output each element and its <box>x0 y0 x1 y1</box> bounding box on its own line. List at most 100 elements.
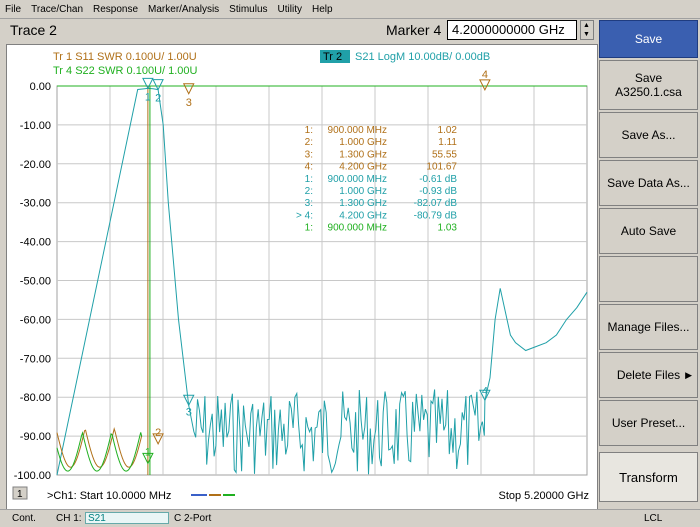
softkey-delete-files[interactable]: Delete Files ▶ <box>599 352 698 398</box>
chart-svg: 0.00 -10.00 -20.00 -30.00 -40.00 -50.00 -60.00… <box>12 50 589 502</box>
y-tick-label: -70.00 <box>20 353 51 365</box>
marker-flag-icon <box>182 83 195 95</box>
marker-flag-label: 2 <box>155 427 161 439</box>
marker-flag-label: 3 <box>186 406 192 418</box>
y-tick-label: -90.00 <box>20 431 51 443</box>
menu-marker-analysis[interactable]: Marker/Analysis <box>148 3 220 15</box>
marker-table-freq: 900.000 MHz <box>328 223 387 234</box>
marker-flag-icon <box>479 389 491 402</box>
softkey-manage-files[interactable]: Manage Files... <box>599 304 698 350</box>
marker-table-num: 3: <box>305 198 313 209</box>
marker-table-value: -0.61 dB <box>419 174 457 185</box>
marker-flag-label: 3 <box>186 97 192 109</box>
menu-response[interactable]: Response <box>93 3 139 15</box>
marker-table-freq: 1.000 GHz <box>339 137 387 148</box>
softkey-auto-save[interactable]: Auto Save <box>599 208 698 254</box>
menu-stimulus[interactable]: Stimulus <box>229 3 268 15</box>
marker-table-value: -0.93 dB <box>419 186 457 197</box>
softkey-save-file[interactable]: Save A3250.1.csa <box>599 60 698 110</box>
marker-table-num: 3: <box>305 149 313 160</box>
spin-up-icon[interactable]: ▲ <box>583 22 590 29</box>
marker-table-value: 1.11 <box>438 137 457 148</box>
marker-table-freq: 1.300 GHz <box>339 149 387 160</box>
softkey-save-data-as[interactable]: Save Data As... <box>599 160 698 206</box>
softkey-save-as[interactable]: Save As... <box>599 112 698 158</box>
stop-frequency-label: Stop 5.20000 GHz <box>498 490 589 502</box>
marker-flag-label: 1 <box>145 91 151 103</box>
softkey-transform[interactable]: Transform <box>599 452 698 502</box>
softkey-label: Delete Files <box>616 368 681 382</box>
softkey-blank[interactable] <box>599 256 698 302</box>
marker-flag-label: 2 <box>155 93 161 105</box>
marker-table-num: 1: <box>305 125 313 136</box>
menu-help[interactable]: Help <box>311 3 333 15</box>
softkey-save-active[interactable]: Save <box>599 20 698 58</box>
marker-table-freq: 900.000 MHz <box>328 125 387 136</box>
marker-table-value: -82.07 dB <box>414 198 458 209</box>
trace-2-legend: S21 LogM 10.00dB/ 0.00dB <box>355 51 490 63</box>
marker-flag-icon <box>142 452 154 465</box>
softkey-label: Save <box>634 71 663 85</box>
marker-table-num: 1: <box>305 174 313 185</box>
marker-flag-label: 4 <box>482 385 488 397</box>
s22-trace-line <box>56 431 143 472</box>
marker-table-freq: 4.200 GHz <box>339 162 387 173</box>
y-tick-label: -10.00 <box>20 120 51 132</box>
marker-table-value: 1.02 <box>438 125 458 136</box>
softkey-sublabel: A3250.1.csa <box>615 85 682 99</box>
marker-table-num: 2: <box>305 137 313 148</box>
cal-indicator: C <box>174 513 182 524</box>
marker-table-value: 101.67 <box>426 162 457 173</box>
submenu-arrow-icon: ▶ <box>685 369 692 380</box>
softkey-label: Save Data As... <box>607 176 690 190</box>
trace-2-legend-number: Tr 2 <box>323 51 342 63</box>
marker-table-num: 2: <box>305 186 313 197</box>
y-tick-label: -40.00 <box>20 237 51 249</box>
softkey-label: Manage Files... <box>607 320 690 334</box>
marker-flag-icon <box>479 79 491 92</box>
menu-trace-chan[interactable]: Trace/Chan <box>31 3 83 15</box>
marker-table-freq: 1.300 GHz <box>339 198 387 209</box>
s11-trace-line <box>56 426 143 468</box>
marker-table-freq: 900.000 MHz <box>328 174 387 185</box>
y-tick-label: -100.00 <box>14 470 51 482</box>
lcl-indicator: LCL <box>644 513 663 524</box>
marker-frequency-input[interactable]: 4.2000000000 GHz <box>447 20 577 40</box>
softkey-label: Transform <box>619 469 678 485</box>
measurement-param[interactable]: S21 <box>85 512 169 524</box>
marker-flag-label: 1 <box>145 446 151 458</box>
y-tick-label: -60.00 <box>20 314 51 326</box>
y-tick-label: -30.00 <box>20 198 51 210</box>
marker-spin-control[interactable]: ▲ ▼ <box>580 20 594 40</box>
chart-area: 0.00 -10.00 -20.00 -30.00 -40.00 -50.00 -60.00… <box>6 44 598 518</box>
s21-trace-line <box>56 87 588 476</box>
channel-number-box <box>12 486 28 500</box>
channel-number: 1 <box>17 489 23 500</box>
sweep-mode: Cont. <box>12 513 36 524</box>
marker-table-value: -80.79 dB <box>414 210 458 221</box>
marker-table-num: 1: <box>305 223 313 234</box>
softkey-label: Auto Save <box>620 224 677 238</box>
status-bar: Cont. CH 1: S21 C 2-Port LCL <box>0 509 700 527</box>
y-tick-label: -80.00 <box>20 392 51 404</box>
marker-flag-icon <box>142 77 154 90</box>
menu-utility[interactable]: Utility <box>277 3 302 15</box>
cal-type: 2-Port <box>184 513 212 524</box>
softkey-user-preset[interactable]: User Preset... <box>599 400 698 446</box>
marker-label: Marker 4 <box>386 22 442 38</box>
active-trace-title: Trace 2 <box>10 22 57 38</box>
softkey-label: User Preset... <box>611 416 686 430</box>
marker-table-num: 4: <box>305 162 313 173</box>
y-tick-label: -20.00 <box>20 159 51 171</box>
trace-2-legend-box <box>320 50 350 63</box>
softkey-label: Save As... <box>621 128 676 142</box>
marker-table-value: 1.03 <box>438 223 458 234</box>
trace-4-legend: Tr 4 S22 SWR 0.100U/ 1.00U <box>53 65 198 77</box>
marker-flag-icon <box>152 433 164 445</box>
marker-flag-icon <box>152 79 164 91</box>
spin-down-icon[interactable]: ▼ <box>583 31 590 38</box>
menu-file[interactable]: File <box>5 3 22 15</box>
y-tick-label: -50.00 <box>20 276 51 288</box>
marker-table-value: 55.55 <box>432 149 457 160</box>
softkey-label: Save <box>634 32 663 46</box>
